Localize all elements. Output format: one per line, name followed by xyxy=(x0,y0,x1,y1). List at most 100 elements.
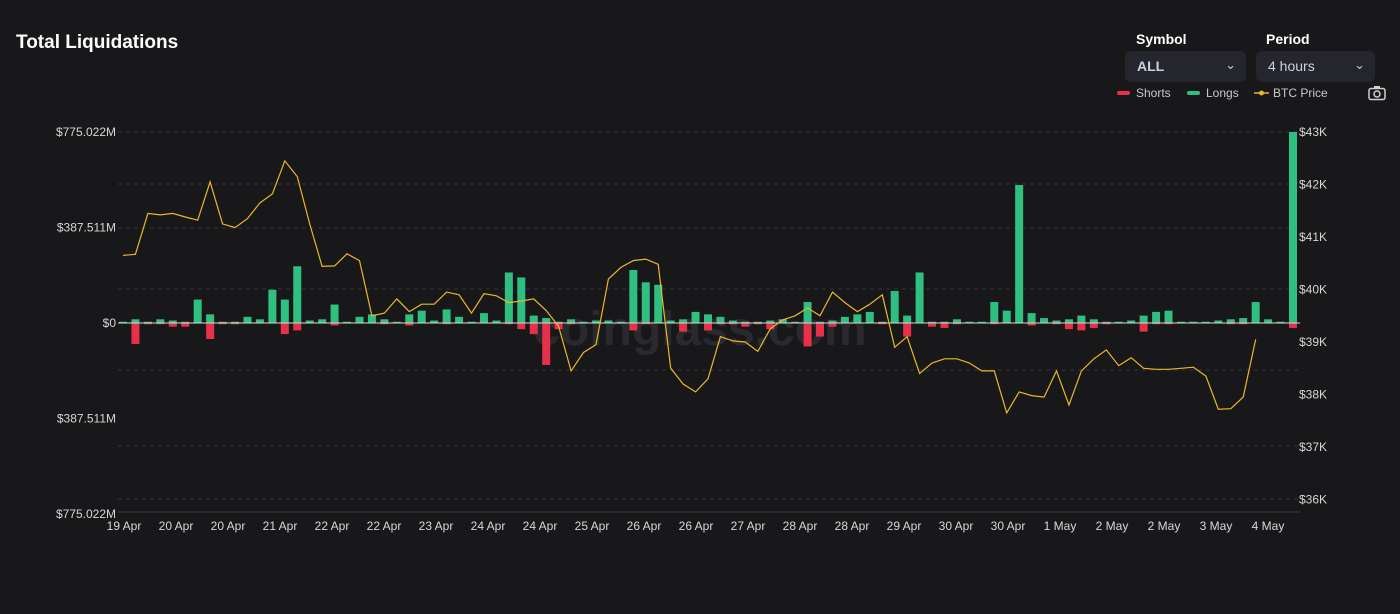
bar-longs xyxy=(803,302,812,323)
bar-longs xyxy=(579,321,588,323)
bar-shorts xyxy=(567,323,576,325)
bar-shorts xyxy=(1052,323,1061,325)
symbol-select[interactable]: ALL ⌄ xyxy=(1125,51,1246,82)
bar-longs xyxy=(417,310,426,323)
x-axis-tick-label: 25 Apr xyxy=(575,519,610,533)
bar-longs xyxy=(1164,310,1173,323)
bar-longs xyxy=(890,290,899,323)
bar-shorts xyxy=(741,323,750,327)
bar-longs xyxy=(355,316,364,323)
bar-shorts xyxy=(816,323,825,337)
bar-shorts xyxy=(952,323,961,325)
period-label: Period xyxy=(1266,31,1310,47)
x-axis-tick-label: 22 Apr xyxy=(315,519,350,533)
bar-longs xyxy=(1189,321,1198,323)
right-axis-tick-label: $38K xyxy=(1299,388,1327,402)
bar-longs xyxy=(666,320,675,323)
symbol-select-value: ALL xyxy=(1137,58,1165,74)
bar-shorts xyxy=(940,323,949,328)
bar-longs xyxy=(753,321,762,323)
bar-longs xyxy=(1239,318,1248,323)
btc-price-swatch xyxy=(1254,90,1269,96)
x-axis-tick-label: 3 May xyxy=(1200,519,1233,533)
x-axis-tick-label: 21 Apr xyxy=(263,519,298,533)
bar-shorts xyxy=(728,323,737,325)
bar-shorts xyxy=(442,323,451,325)
period-select-value: 4 hours xyxy=(1268,58,1315,74)
legend-label-shorts: Shorts xyxy=(1136,86,1171,100)
x-axis-tick-label: 28 Apr xyxy=(783,519,818,533)
bar-shorts xyxy=(206,323,215,340)
x-axis-tick-label: 2 May xyxy=(1096,519,1129,533)
left-axis-tick-label: $775.022M xyxy=(56,507,116,521)
bar-series xyxy=(118,132,1300,365)
bar-longs xyxy=(679,319,688,323)
bar-longs xyxy=(965,321,974,323)
bar-longs xyxy=(728,320,737,323)
bar-longs xyxy=(567,319,576,323)
btc-price-line xyxy=(122,159,1257,415)
x-axis-tick-label: 28 Apr xyxy=(835,519,870,533)
bar-longs xyxy=(554,321,563,323)
bar-shorts xyxy=(1102,323,1111,325)
bar-longs xyxy=(741,321,750,323)
bar-longs xyxy=(504,272,513,323)
legend-item-btc-price[interactable]: BTC Price xyxy=(1254,86,1328,100)
bar-longs xyxy=(1251,302,1260,323)
shorts-swatch xyxy=(1117,91,1130,95)
x-axis-tick-label: 2 May xyxy=(1148,519,1181,533)
bar-shorts xyxy=(828,323,837,327)
bar-shorts xyxy=(181,323,190,327)
bar-longs xyxy=(940,321,949,323)
bar-shorts xyxy=(641,323,650,325)
left-axis-tick-label: $0 xyxy=(103,316,117,330)
right-axis-tick-label: $42K xyxy=(1299,178,1327,192)
chevron-down-icon: ⌄ xyxy=(1354,57,1365,72)
bar-shorts xyxy=(1139,323,1148,332)
bar-shorts xyxy=(1064,323,1073,330)
bar-shorts xyxy=(168,323,177,327)
bar-shorts xyxy=(293,323,302,331)
bar-longs xyxy=(243,316,252,323)
period-select[interactable]: 4 hours ⌄ xyxy=(1256,51,1375,82)
bar-longs xyxy=(915,272,924,323)
bar-longs xyxy=(1139,315,1148,323)
legend-item-shorts[interactable]: Shorts xyxy=(1117,86,1171,100)
bar-longs xyxy=(791,321,800,323)
bar-longs xyxy=(1226,319,1235,323)
bar-longs xyxy=(1114,321,1123,323)
x-axis-tick-label: 26 Apr xyxy=(679,519,714,533)
bar-shorts xyxy=(1027,323,1036,326)
bar-longs xyxy=(616,321,625,323)
bar-longs xyxy=(206,314,215,323)
legend-label-longs: Longs xyxy=(1206,86,1239,100)
bar-longs xyxy=(1264,319,1273,323)
right-axis-tick-label: $37K xyxy=(1299,440,1327,454)
bar-longs xyxy=(181,321,190,323)
bar-longs xyxy=(654,284,663,323)
bar-longs xyxy=(293,266,302,323)
x-axis-tick-label: 30 Apr xyxy=(991,519,1026,533)
bar-longs xyxy=(1027,313,1036,323)
bar-longs xyxy=(430,320,439,323)
x-axis-tick-label: 20 Apr xyxy=(159,519,194,533)
bar-longs xyxy=(517,277,526,323)
left-axis-tick-label: $387.511M xyxy=(57,221,116,235)
bar-shorts xyxy=(704,323,712,331)
bar-longs xyxy=(1201,321,1210,323)
longs-swatch xyxy=(1187,91,1200,95)
bar-longs xyxy=(330,304,339,323)
bar-longs xyxy=(641,282,650,323)
right-axis-tick-label: $41K xyxy=(1299,230,1327,244)
bar-shorts xyxy=(231,323,240,325)
camera-icon[interactable] xyxy=(1368,85,1386,101)
right-axis-tick-label: $40K xyxy=(1299,283,1327,297)
legend-item-longs[interactable]: Longs xyxy=(1187,86,1239,100)
bar-longs xyxy=(1089,319,1098,323)
right-axis-tick-label: $36K xyxy=(1299,493,1327,507)
legend-label-btc-price: BTC Price xyxy=(1273,86,1328,100)
bar-longs xyxy=(1152,311,1161,323)
bar-longs xyxy=(1077,315,1086,323)
bar-longs xyxy=(529,315,538,323)
